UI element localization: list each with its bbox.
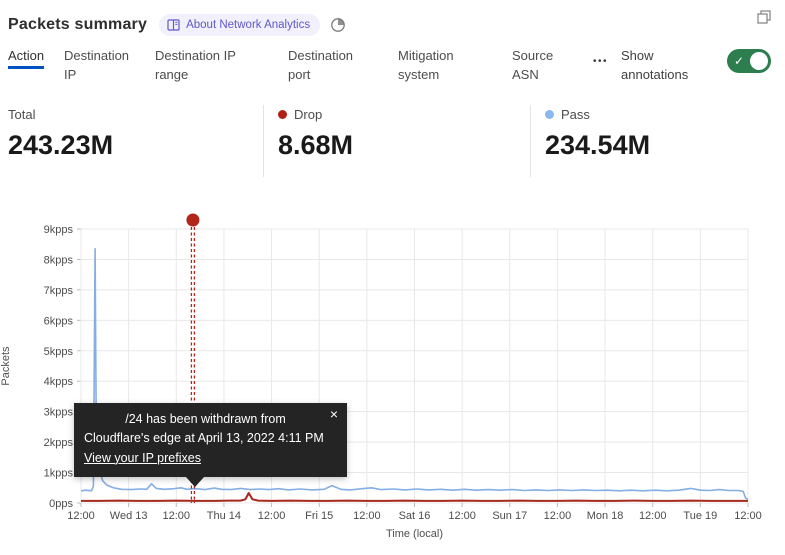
tab-destination-ip-range[interactable]: Destination IP range — [155, 48, 236, 82]
data-retention-clock-icon[interactable] — [330, 17, 346, 33]
y-tick-label: 8kpps — [44, 254, 74, 266]
chart-canvas: 0pps 1kpps 2kpps 3kpps 4kpps 5kpps 6kpps 7kpps 8… — [44, 213, 762, 540]
y-tick-label: 5kpps — [44, 346, 74, 358]
y-tick-label: 3kpps — [44, 407, 74, 419]
close-icon[interactable]: × — [329, 406, 338, 422]
panel-header: Packets summary About Network Analytics — [0, 0, 785, 40]
pass-legend-dot — [545, 110, 554, 119]
tooltip-pointer — [186, 477, 204, 488]
x-tick-label: Sat 16 — [399, 510, 431, 522]
packets-chart: Packets 0pps 1kpps 2kpps 3kpps 4kpps 5kpps 6kp… — [0, 206, 785, 555]
more-tabs-icon[interactable]: ••• — [593, 56, 609, 67]
x-tick-label: 12:00 — [448, 510, 476, 522]
stat-pass-label: Pass — [561, 107, 590, 122]
drop-legend-dot — [278, 110, 287, 119]
annotation-tooltip: × /24 has been withdrawn from Cloudflare… — [74, 403, 347, 488]
tab-destination-port[interactable]: Destination port — [288, 48, 354, 82]
x-tick-label: Wed 13 — [110, 510, 148, 522]
show-annotations-label: Show annotations — [621, 48, 689, 82]
x-tick-label: 12:00 — [163, 510, 191, 522]
stat-drop-label: Drop — [294, 107, 323, 122]
pass-line — [80, 248, 749, 501]
tooltip-line1: /24 has been withdrawn from — [125, 412, 286, 426]
expand-window-icon[interactable] — [757, 10, 771, 29]
y-tick-label: 6kpps — [44, 315, 74, 327]
x-tick-label: 12:00 — [67, 510, 95, 522]
dimension-tabs: Action Destination IP Destination IP ran… — [0, 40, 785, 98]
x-axis-title: Time (local) — [386, 528, 443, 540]
stat-drop-value: 8.68M — [278, 130, 354, 160]
about-network-analytics-badge[interactable]: About Network Analytics — [159, 14, 321, 36]
stat-pass-value: 234.54M — [545, 130, 651, 160]
check-icon: ✓ — [734, 54, 745, 68]
y-tick-label: 2kpps — [44, 437, 74, 449]
y-tick-label: 4kpps — [44, 376, 74, 388]
page-title: Packets summary — [8, 16, 148, 33]
drop-line — [81, 492, 748, 502]
x-tick-label: 12:00 — [258, 510, 286, 522]
tooltip-line2: Cloudflare's edge at April 13, 2022 4:11… — [84, 431, 324, 446]
annotation-marker-dot[interactable] — [186, 213, 200, 227]
x-tick-label: 12:00 — [639, 510, 667, 522]
tab-destination-ip[interactable]: Destination IP — [64, 48, 130, 82]
badge-label: About Network Analytics — [186, 19, 311, 31]
y-tick-label: 7kpps — [44, 285, 74, 297]
stat-total-label: Total — [8, 107, 36, 122]
tab-action[interactable]: Action — [8, 47, 48, 69]
stat-pass: Pass 234.54M — [530, 105, 770, 177]
show-annotations-toggle[interactable]: ✓ — [727, 49, 771, 73]
x-tick-label: 12:00 — [353, 510, 381, 522]
tab-mitigation-system[interactable]: Mitigation system — [398, 48, 454, 82]
y-tick-label: 1kpps — [44, 468, 74, 480]
stat-total: Total 243.23M — [8, 105, 263, 177]
x-tick-label: 12:00 — [734, 510, 762, 522]
stat-drop: Drop 8.68M — [263, 105, 530, 177]
x-tick-label: Mon 18 — [587, 510, 624, 522]
stats-row: Total 243.23M Drop 8.68M Pass 234.54M — [0, 98, 785, 206]
tab-source-asn[interactable]: Source ASN — [512, 48, 554, 82]
x-tick-label: Fri 15 — [305, 510, 333, 522]
x-tick-label: Thu 14 — [207, 510, 241, 522]
y-tick-label: 0pps — [49, 498, 73, 510]
x-tick-label: 12:00 — [544, 510, 572, 522]
x-tick-label: Tue 19 — [683, 510, 717, 522]
stat-total-value: 243.23M — [8, 130, 114, 160]
x-tick-label: Sun 17 — [492, 510, 527, 522]
book-icon — [167, 19, 180, 31]
toggle-knob — [750, 52, 768, 70]
view-ip-prefixes-link[interactable]: View your IP prefixes — [84, 450, 201, 465]
y-tick-label: 9kpps — [44, 224, 74, 236]
